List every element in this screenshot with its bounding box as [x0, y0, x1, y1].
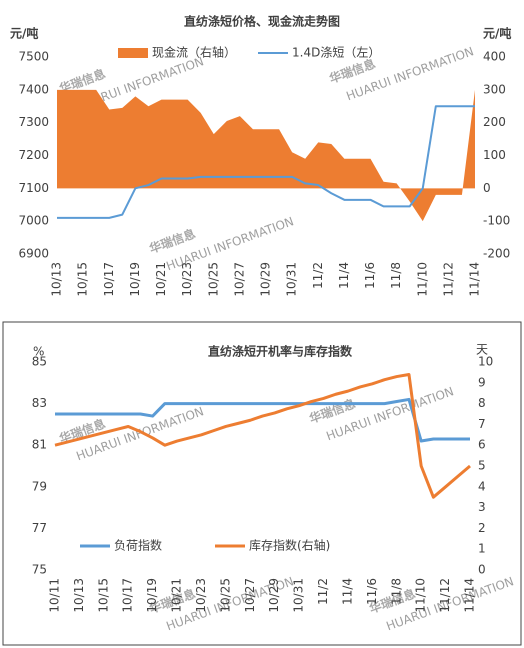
x-tick-label: 11/10 [414, 578, 428, 613]
y2-tick-label: -200 [483, 247, 510, 261]
y2-tick-label: -100 [483, 214, 510, 228]
y2-tick-label: 1 [478, 542, 486, 556]
legend-label: 现金流（右轴） [152, 45, 236, 60]
x-tick-label: 11/8 [389, 262, 403, 289]
y2-tick-label: 10 [478, 355, 493, 369]
x-tick-label: 10/21 [154, 262, 168, 297]
y-tick-label: 7500 [18, 50, 49, 64]
y-tick-label: 7200 [18, 148, 49, 162]
y2-tick-label: 2 [478, 521, 486, 535]
x-tick-label: 10/31 [285, 262, 299, 297]
x-tick-label: 10/31 [292, 578, 306, 613]
x-tick-label: 11/6 [363, 262, 377, 289]
y-tick-label: 75 [32, 563, 47, 577]
line [57, 105, 475, 219]
y-tick-label: 7000 [18, 214, 49, 228]
chart-title: 直纺涤短开机率与库存指数 [208, 344, 353, 359]
y2-tick-label: 9 [478, 375, 486, 389]
y2-tick-label: 7 [478, 417, 486, 431]
legend-label: 负荷指数 [114, 538, 162, 553]
y2-tick-label: 5 [478, 459, 486, 473]
legend-swatch [118, 48, 148, 58]
y-axis-label: % [33, 345, 44, 359]
y2-tick-label: 3 [478, 500, 486, 514]
x-tick-label: 10/17 [102, 262, 116, 297]
legend-label: 库存指数(右轴) [249, 538, 330, 553]
line [54, 372, 471, 499]
x-tick-label: 11/2 [316, 578, 330, 605]
x-tick-label: 10/13 [72, 578, 86, 613]
y-axis-label: 元/吨 [10, 26, 38, 41]
x-tick-label: 10/29 [267, 578, 281, 613]
y2-tick-label: 6 [478, 438, 486, 452]
chart-border [2, 321, 522, 646]
y2-axis-label: 元/吨 [483, 26, 511, 41]
y-tick-label: 85 [32, 355, 47, 369]
x-tick-label: 11/2 [311, 262, 325, 289]
area [57, 89, 475, 222]
x-tick-label: 11/12 [441, 262, 455, 297]
chart-title: 直纺涤短价格、现金流走势图 [184, 14, 340, 29]
x-tick-label: 10/15 [76, 262, 90, 297]
x-tick-label: 10/23 [194, 578, 208, 613]
line [55, 397, 470, 443]
y2-tick-label: 400 [483, 50, 506, 64]
x-tick-label: 10/13 [50, 262, 64, 297]
x-tick-label: 11/10 [415, 262, 429, 297]
y-tick-label: 79 [32, 479, 47, 493]
x-tick-label: 10/21 [170, 578, 184, 613]
y-tick-label: 83 [32, 396, 47, 410]
x-tick-label: 11/4 [337, 262, 351, 289]
x-tick-label: 11/6 [365, 578, 379, 605]
x-tick-label: 11/4 [340, 578, 354, 605]
y2-tick-label: 4 [478, 479, 486, 493]
y-tick-label: 7100 [18, 181, 49, 195]
y2-tick-label: 200 [483, 115, 506, 129]
x-tick-label: 10/25 [206, 262, 220, 297]
y2-tick-label: 100 [483, 148, 506, 162]
y2-tick-label: 0 [483, 181, 491, 195]
y2-tick-label: 0 [478, 563, 486, 577]
x-tick-label: 10/17 [121, 578, 135, 613]
x-tick-label: 10/19 [128, 262, 142, 297]
x-tick-label: 10/15 [96, 578, 110, 613]
x-tick-label: 11/12 [438, 578, 452, 613]
x-tick-label: 11/14 [463, 578, 477, 613]
x-tick-label: 11/14 [468, 262, 482, 297]
legend-label: 1.4D涤短（左） [292, 45, 380, 60]
y2-tick-label: 300 [483, 82, 506, 96]
y-tick-label: 77 [32, 521, 47, 535]
x-tick-label: 10/29 [259, 262, 273, 297]
x-tick-label: 11/8 [389, 578, 403, 605]
x-tick-label: 10/25 [218, 578, 232, 613]
x-tick-label: 10/27 [243, 578, 257, 613]
x-tick-label: 10/23 [180, 262, 194, 297]
x-tick-label: 10/27 [232, 262, 246, 297]
y-tick-label: 81 [32, 438, 47, 452]
y-tick-label: 7400 [18, 82, 49, 96]
y2-axis-label: 天 [476, 343, 488, 357]
x-tick-label: 10/19 [145, 578, 159, 613]
x-tick-label: 10/11 [48, 578, 62, 613]
y2-tick-label: 8 [478, 396, 486, 410]
y-tick-label: 6900 [18, 247, 49, 261]
y-tick-label: 7300 [18, 115, 49, 129]
